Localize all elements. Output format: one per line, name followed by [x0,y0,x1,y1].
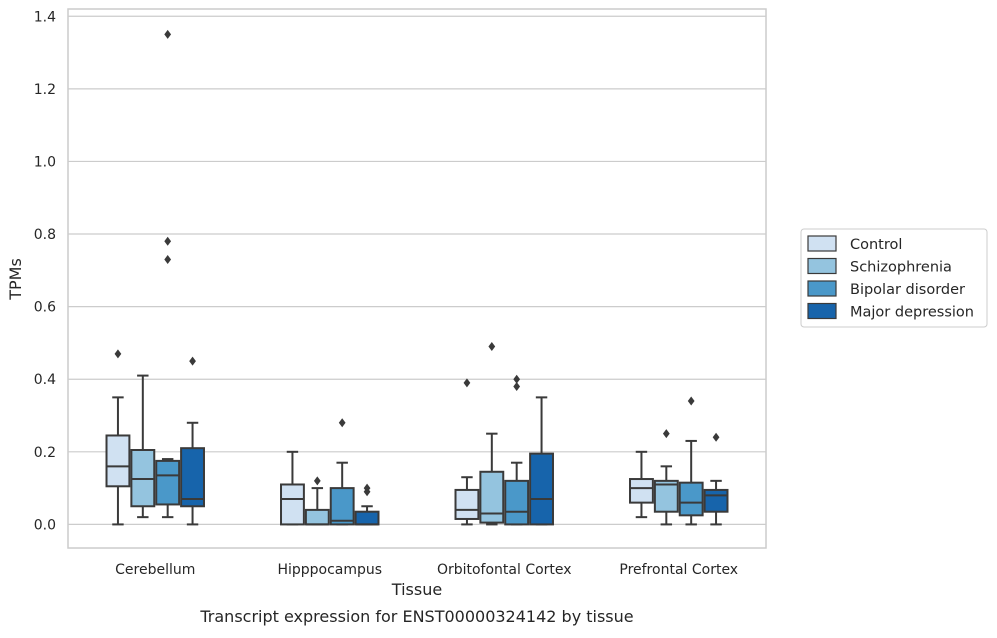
box-body [329,487,355,526]
box-2-0 [155,29,181,519]
outlier-point [363,483,371,493]
legend-frame [800,228,988,328]
outlier-point [513,381,521,391]
y-tick-label: 0.2 [34,445,56,461]
legend-swatch [807,235,837,252]
chart-caption: Transcript expression for ENST0000032414… [199,607,633,626]
x-tick-label: Orbitofontal Cortex [437,562,572,578]
outlier-point [164,29,172,39]
y-tick-label: 0.4 [34,372,56,388]
legend-label: Schizophrenia [850,260,952,276]
y-tick-label: 1.4 [34,9,56,25]
legend-label: Major depression [850,305,974,321]
x-tick-label: Hipppocampus [277,562,382,578]
box-3-3 [703,432,729,526]
box-1-1 [304,476,330,526]
box-0-0 [105,349,131,526]
outlier-point [313,476,321,486]
plot-frame [67,8,767,549]
x-tick-label: Prefrontal Cortex [619,562,738,578]
y-tick-label: 0.6 [34,300,56,316]
box-body [504,479,530,526]
box-0-2 [454,378,480,526]
box-body [354,510,380,526]
box-2-1 [329,418,355,526]
box-1-3 [653,429,679,526]
legend-label: Bipolar disorder [850,282,965,298]
box-body [155,459,181,506]
box-1-2 [479,342,505,526]
y-tick-label: 1.2 [34,82,56,98]
legend: Control Schizophrenia Bipolar disorder Majo… [800,228,988,328]
outlier-point [114,349,122,359]
box-body [180,447,205,508]
y-axis-ticks: 0.0 0.2 0.4 0.6 0.8 1.0 1.2 1.4 [34,9,56,533]
outlier-point [189,356,196,366]
box-body [105,434,131,488]
box-groups [105,29,729,526]
box-3-2 [529,396,554,526]
box-body [653,479,679,513]
y-tick-label: 1.0 [34,154,56,170]
legend-swatch [807,280,837,297]
box-body [703,488,729,513]
outlier-point [164,254,172,264]
box-body [678,481,704,517]
legend-swatch [807,257,837,275]
box-body [304,508,330,526]
box-2-3 [678,396,704,526]
box-body [280,483,305,526]
outlier-point [463,378,471,388]
grid-lines [68,15,766,526]
outlier-point [513,374,521,384]
box-0-3 [629,450,654,519]
box-3-0 [180,356,205,526]
box-2-2 [504,374,530,526]
box-body [629,478,654,504]
outlier-point [488,342,496,352]
box-1-0 [130,374,156,519]
outlier-point [662,429,670,439]
outlier-point [712,432,720,442]
legend-label: Control [850,237,902,253]
box-body [529,452,554,526]
box-body [454,488,480,520]
x-axis-label: Tissue [391,580,442,599]
y-tick-label: 0.0 [34,517,56,533]
x-axis-ticks: Cerebellum Hipppocampus Orbitofontal Corte… [115,562,738,578]
legend-swatch [807,302,837,320]
box-body [479,470,505,524]
box-0-1 [280,450,305,526]
outlier-point [164,236,172,246]
outlier-point [338,418,346,428]
x-tick-label: Cerebellum [115,562,195,578]
box-3-1 [354,483,380,526]
outlier-point [687,396,695,406]
y-axis-label: TPMs [6,258,25,301]
y-tick-label: 0.8 [34,227,56,243]
